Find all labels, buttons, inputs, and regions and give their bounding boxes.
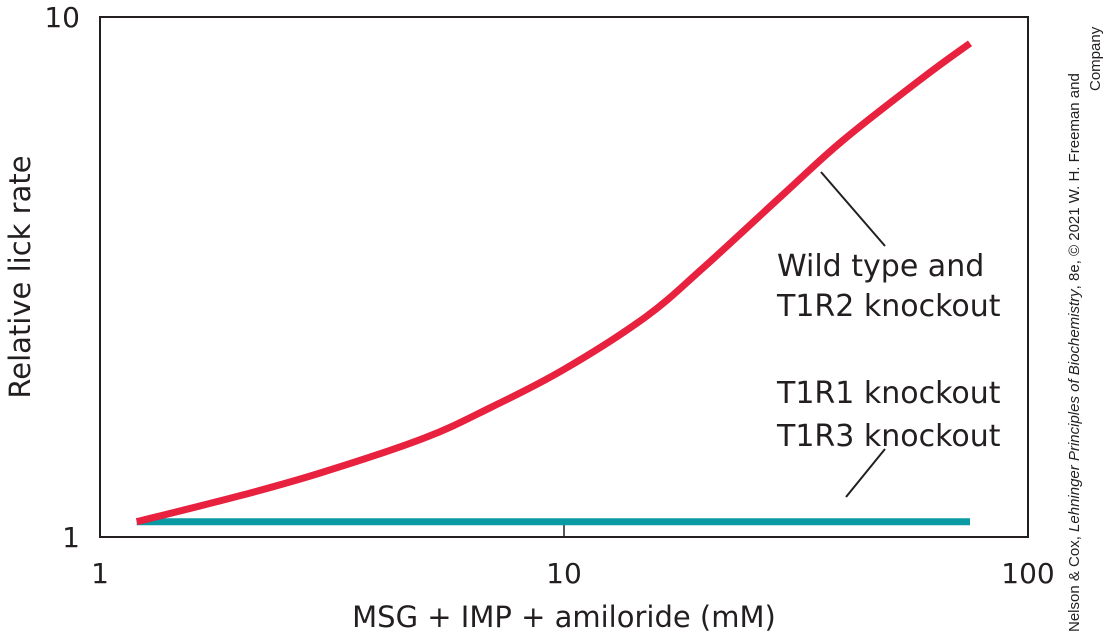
annotation-knockout-line1: T1R1 knockout <box>776 376 1001 411</box>
series-line-0 <box>135 40 973 526</box>
credit-line-2: Company <box>1087 26 1104 91</box>
y-tick-label-1: 10 <box>44 1 80 34</box>
x-tick-label-2: 100 <box>1001 557 1054 590</box>
leader-line-knockout <box>845 448 886 498</box>
annotation-knockout-line2: T1R3 knockout <box>776 419 1001 454</box>
series-lines <box>135 40 973 526</box>
leader-line-wildtype <box>820 171 886 247</box>
credit-line-1: Nelson & Cox, Lehninger Principles of Bi… <box>1066 73 1083 632</box>
annotation-wildtype-line1: Wild type and <box>777 249 984 284</box>
x-axis-label: MSG + IMP + amiloride (mM) <box>352 600 776 634</box>
x-tick-label-0: 1 <box>91 557 109 590</box>
credit-suffix: , 8e, © 2021 W. H. Freeman and <box>1066 73 1083 289</box>
credit-book-title: Lehninger Principles of Biochemistry <box>1066 288 1083 532</box>
x-tick-label-1: 10 <box>546 557 582 590</box>
credit-prefix: Nelson & Cox, <box>1066 532 1083 632</box>
annotation-leaders <box>820 171 886 498</box>
y-axis-label: Relative lick rate <box>3 155 37 398</box>
tick-labels: 1 10 100 1 10 <box>44 1 1054 590</box>
credit-text: Nelson & Cox, Lehninger Principles of Bi… <box>1066 26 1104 632</box>
y-tick-label-0: 1 <box>62 521 80 554</box>
annotation-wildtype-line2: T1R2 knockout <box>776 289 1001 324</box>
